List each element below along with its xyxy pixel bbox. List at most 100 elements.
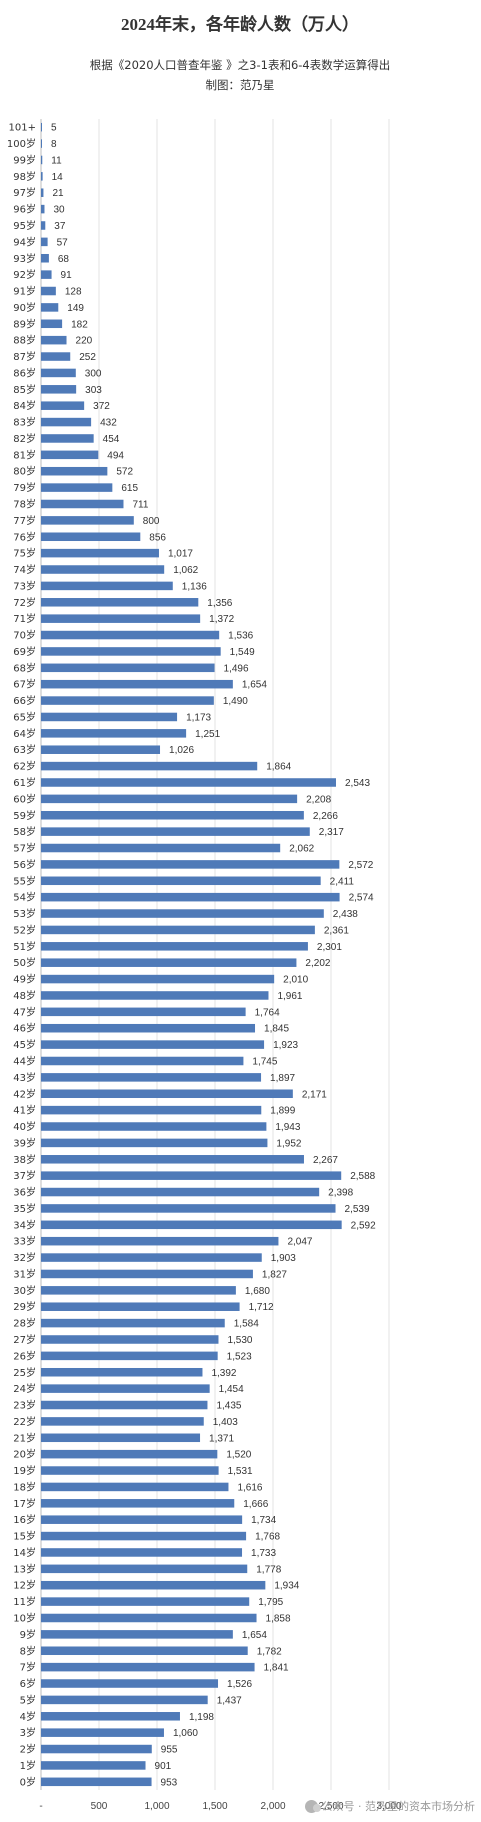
value-label: 1,437 — [217, 1695, 242, 1706]
value-label: 182 — [71, 319, 88, 330]
value-label: 1,060 — [173, 1728, 198, 1739]
value-label: 1,536 — [228, 631, 253, 642]
bar — [41, 630, 220, 640]
value-label: 1,923 — [273, 1040, 298, 1051]
chart-title: 2024年末，各年龄人数（万人） — [121, 14, 359, 34]
value-label: 1,845 — [264, 1024, 289, 1035]
value-label: 572 — [116, 467, 133, 478]
bar — [41, 925, 315, 935]
category-label: 0岁 — [20, 1775, 36, 1788]
category-label: 3岁 — [20, 1726, 36, 1739]
bar — [41, 1564, 248, 1574]
value-label: 2,062 — [289, 844, 314, 855]
bar — [41, 598, 199, 607]
bar — [41, 516, 134, 525]
bar-series — [41, 122, 342, 1787]
bar — [41, 745, 161, 754]
category-label: 61岁 — [13, 776, 36, 789]
category-label: 20岁 — [13, 1448, 36, 1461]
watermark: 公众号 · 范乃星的资本市场分析 — [304, 1798, 475, 1814]
bar — [41, 565, 165, 574]
bar — [41, 1384, 210, 1393]
value-label: 2,047 — [287, 1237, 312, 1248]
bar — [41, 1482, 229, 1492]
category-label: 83岁 — [13, 416, 36, 429]
value-label: 2,267 — [313, 1155, 338, 1166]
value-label: 1,531 — [228, 1466, 253, 1477]
category-label: 101+ — [9, 123, 36, 134]
category-label: 38岁 — [13, 1153, 36, 1166]
value-label: 1,903 — [271, 1253, 296, 1264]
category-label: 97岁 — [13, 186, 36, 199]
bar — [41, 860, 340, 869]
bar — [41, 1777, 152, 1787]
value-label: 68 — [58, 254, 70, 265]
category-label: 64岁 — [13, 727, 36, 740]
bar — [41, 1580, 266, 1590]
value-label: 800 — [143, 516, 160, 527]
bar — [41, 483, 113, 492]
bar — [41, 532, 141, 542]
bar — [41, 663, 215, 673]
category-label: 1岁 — [20, 1759, 36, 1772]
value-label: 711 — [132, 499, 148, 510]
category-label: 13岁 — [13, 1562, 36, 1575]
bar — [41, 1613, 257, 1623]
value-label: 2,317 — [319, 827, 344, 838]
value-label: 8 — [51, 139, 57, 150]
bar — [41, 1597, 250, 1606]
bar — [41, 679, 233, 689]
category-label: 6岁 — [20, 1677, 36, 1690]
value-label: 615 — [121, 483, 138, 494]
value-label: 14 — [52, 172, 64, 183]
value-axis: - 500 1,000 1,500 2,000 2,500 3,000 — [39, 1801, 402, 1812]
value-label: 1,198 — [189, 1712, 214, 1723]
bar — [41, 958, 297, 967]
x-tick-label: 2,000 — [260, 1801, 285, 1812]
bar — [41, 1302, 240, 1311]
x-tick-label: 1,500 — [202, 1801, 227, 1812]
bar — [41, 237, 48, 247]
value-label: 1,251 — [195, 729, 220, 740]
category-label: 75岁 — [13, 547, 36, 560]
value-label: 2,171 — [302, 1089, 327, 1100]
category-label: 52岁 — [13, 923, 36, 936]
bar — [41, 450, 99, 460]
category-label: 67岁 — [13, 678, 36, 691]
category-label: 41岁 — [13, 1104, 36, 1117]
value-label: 2,588 — [350, 1171, 375, 1182]
value-label: 2,543 — [345, 778, 370, 789]
value-label: 1,943 — [275, 1122, 300, 1133]
value-label: 1,712 — [249, 1302, 274, 1313]
value-label: 2,438 — [333, 909, 358, 920]
bar — [41, 1269, 253, 1279]
category-label: 39岁 — [13, 1136, 36, 1149]
category-label: 44岁 — [13, 1054, 36, 1067]
bar — [41, 385, 77, 394]
value-label: 1,899 — [270, 1106, 295, 1117]
category-label: 79岁 — [13, 481, 36, 494]
bar — [41, 204, 45, 214]
bar — [41, 1073, 262, 1082]
bar — [41, 1695, 208, 1705]
value-label: 1,795 — [258, 1597, 283, 1608]
bar — [41, 1433, 201, 1443]
bar — [41, 434, 94, 443]
category-label: 18岁 — [13, 1480, 36, 1493]
wechat-icon — [304, 1799, 321, 1813]
value-label: 2,539 — [345, 1204, 370, 1215]
value-label: 2,202 — [305, 958, 330, 969]
category-label: 47岁 — [13, 1005, 36, 1018]
value-label: 1,062 — [173, 565, 198, 576]
category-label: 17岁 — [13, 1497, 36, 1510]
category-label: 14岁 — [13, 1546, 36, 1559]
category-label: 32岁 — [13, 1251, 36, 1264]
category-label: 92岁 — [13, 268, 36, 281]
value-label: 1,764 — [255, 1007, 280, 1018]
value-label: 37 — [54, 221, 66, 232]
bar — [41, 909, 324, 918]
category-label: 12岁 — [13, 1579, 36, 1592]
category-label: 89岁 — [13, 317, 36, 330]
value-label: 2,266 — [313, 811, 338, 822]
value-label: 5 — [51, 123, 57, 134]
